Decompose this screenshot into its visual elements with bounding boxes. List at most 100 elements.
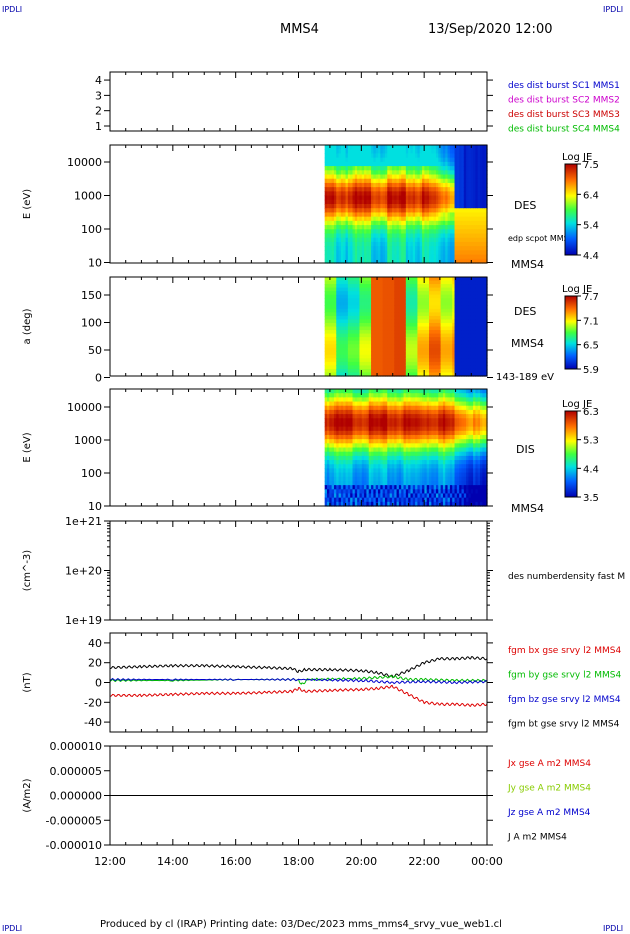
spectrogram-cell — [331, 298, 335, 303]
spectrogram-cell — [419, 319, 423, 324]
spectrogram-cell — [364, 365, 368, 370]
spectrogram-cell — [343, 280, 347, 285]
spectrogram-cell — [454, 204, 458, 209]
spectrogram-cell — [327, 358, 330, 363]
spectrogram-cell — [452, 372, 456, 377]
spectrogram-cell — [470, 354, 474, 359]
spectrogram-cell — [350, 174, 354, 180]
spectrogram-cell — [384, 501, 388, 507]
spectrogram-cell — [380, 361, 384, 366]
spectrogram-cell — [415, 301, 419, 306]
spectrogram-cell — [352, 204, 356, 209]
spectrogram-cell — [433, 287, 437, 292]
spectrogram-cell — [327, 308, 330, 313]
spectrogram-cell — [352, 489, 356, 495]
spectrogram-cell — [331, 358, 335, 363]
spectrogram-cell — [417, 347, 421, 352]
spectrogram-cell — [408, 170, 412, 176]
y-tick-label: 3 — [95, 89, 102, 102]
spectrogram-cell — [357, 430, 361, 436]
spectrogram-cell — [327, 480, 330, 486]
spectrogram-cell — [433, 291, 437, 296]
spectrogram-cell — [415, 322, 419, 328]
spectrogram-cell — [391, 451, 395, 457]
spectrogram-cell — [391, 237, 395, 243]
spectrogram-cell — [373, 368, 377, 374]
spectrogram-cell — [371, 301, 374, 306]
spectrogram-cell — [357, 393, 361, 398]
spectrogram-cell — [368, 422, 372, 428]
spectrogram-cell — [433, 305, 437, 310]
spectrogram-cell — [324, 476, 328, 482]
spectrogram-cell — [461, 258, 465, 264]
spectrogram-cell — [331, 294, 335, 299]
spectrogram-cell — [477, 241, 481, 247]
spectrogram-cell — [403, 277, 407, 282]
spectrogram-cell — [401, 178, 405, 184]
spectrogram-cell — [380, 284, 384, 289]
spectrogram-cell — [366, 365, 370, 370]
spectrogram-cell — [368, 347, 372, 352]
spectrogram-cell — [484, 187, 488, 192]
spectrogram-cell — [415, 284, 419, 289]
spectrogram-cell — [408, 340, 412, 345]
spectrogram-cell — [410, 315, 414, 321]
spectrogram-cell — [359, 447, 363, 453]
spectrogram-cell — [415, 170, 419, 176]
spectrogram-cell — [373, 455, 377, 461]
spectrogram-cell — [389, 418, 393, 424]
spectrogram-cell — [422, 161, 425, 167]
spectrogram-cell — [329, 287, 333, 292]
spectrogram-cell — [361, 254, 365, 260]
spectrogram-cell — [366, 330, 370, 335]
spectrogram-cell — [435, 344, 439, 349]
spectrogram-cell — [336, 212, 340, 218]
spectrogram-cell — [396, 368, 400, 374]
spectrogram-cell — [403, 199, 407, 205]
spectrogram-cell — [361, 208, 365, 214]
spectrogram-cell — [371, 476, 374, 482]
spectrogram-cell — [361, 220, 365, 226]
spectrogram-cell — [340, 422, 344, 428]
spectrogram-cell — [357, 319, 361, 324]
spectrogram-cell — [435, 277, 439, 282]
spectrogram-cell — [447, 347, 451, 352]
spectrogram-cell — [431, 153, 435, 159]
spectrogram-cell — [394, 187, 398, 192]
spectrogram-cell — [394, 315, 398, 321]
spectrogram-cell — [350, 451, 354, 457]
spectrogram-cell — [480, 277, 483, 282]
spectrogram-cell — [331, 322, 335, 328]
spectrogram-cell — [371, 182, 374, 188]
spectrogram-cell — [345, 443, 349, 449]
spectrogram-cell — [352, 447, 356, 453]
spectrogram-cell — [403, 195, 407, 201]
spectrogram-cell — [429, 254, 432, 260]
spectrogram-cell — [445, 340, 449, 345]
spectrogram-cell — [331, 476, 335, 482]
spectrogram-cell — [433, 208, 437, 214]
y-tick-label: 1000 — [74, 190, 102, 203]
spectrogram-cell — [324, 298, 328, 303]
spectrogram-cell — [405, 368, 409, 374]
spectrogram-cell — [412, 361, 416, 366]
spectrogram-cell — [470, 254, 474, 260]
spectrogram-cell — [368, 405, 372, 411]
spectrogram-cell — [445, 170, 449, 176]
spectrogram-cell — [391, 354, 395, 359]
spectrogram-cell — [354, 166, 358, 171]
spectrogram-cell — [415, 225, 419, 230]
spectrogram-cell — [336, 347, 340, 352]
spectrogram-cell — [398, 372, 402, 377]
spectrogram-cell — [449, 308, 453, 313]
spectrogram-cell — [371, 216, 374, 222]
spectrogram-cell — [401, 315, 405, 321]
spectrogram-cell — [359, 308, 363, 313]
spectrogram-cell — [324, 426, 328, 432]
spectrogram-cell — [364, 178, 368, 184]
spectrogram-cell — [417, 216, 421, 222]
spectrogram-cell — [419, 280, 423, 285]
spectrogram-cell — [422, 294, 425, 299]
spectrogram-cell — [468, 204, 472, 209]
spectrogram-cell — [375, 443, 379, 449]
